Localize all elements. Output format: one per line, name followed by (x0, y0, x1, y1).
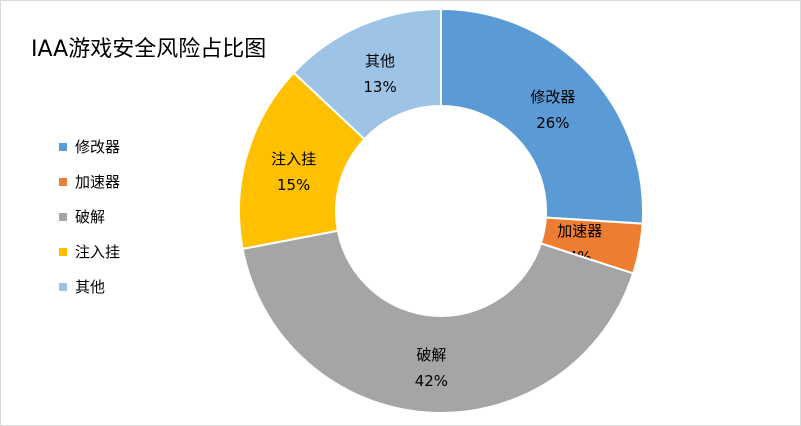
slice-value-label: 26% (536, 114, 569, 132)
legend-item: 破解 (59, 199, 120, 234)
slice-category-label: 破解 (416, 346, 446, 364)
slice-category-label: 加速器 (557, 222, 602, 240)
legend-item: 加速器 (59, 164, 120, 199)
legend-label: 注入挂 (75, 243, 121, 261)
slice-category-label: 注入挂 (271, 150, 316, 168)
legend-swatch (59, 142, 67, 151)
legend-swatch (59, 177, 67, 186)
chart-legend: 修改器加速器破解注入挂其他 (59, 129, 120, 304)
legend-label: 其他 (75, 278, 106, 296)
donut-slice (440, 7, 644, 225)
donut-slice (241, 229, 635, 414)
legend-label: 修改器 (75, 138, 121, 156)
legend-swatch (59, 212, 67, 221)
donut-slice (238, 71, 366, 251)
legend-item: 修改器 (59, 129, 120, 164)
legend-label: 破解 (75, 208, 106, 226)
legend-swatch (59, 247, 67, 256)
slice-value-label: 15% (277, 176, 310, 194)
slice-category-label: 其他 (365, 52, 395, 70)
legend-item: 其他 (59, 269, 120, 304)
slice-category-label: 修改器 (530, 88, 575, 106)
legend-swatch (59, 282, 67, 291)
slice-value-label: 42% (415, 372, 448, 390)
donut-slice (292, 7, 442, 141)
chart-title: IAA游戏安全风险占比图 (31, 37, 267, 62)
legend-label: 加速器 (75, 173, 121, 191)
slice-value-label: 13% (363, 78, 396, 96)
legend-item: 注入挂 (59, 234, 120, 269)
